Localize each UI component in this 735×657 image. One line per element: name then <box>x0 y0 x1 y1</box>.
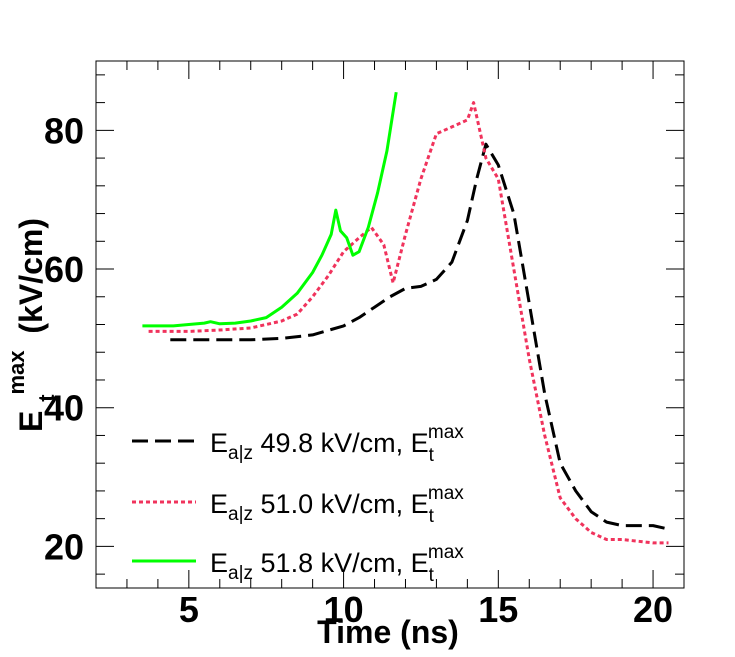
y-tick-labels: 20 40 60 80 <box>44 110 84 567</box>
y-tick-label: 20 <box>44 526 84 567</box>
series-layer <box>142 91 669 545</box>
x-tick-label: 20 <box>633 589 673 630</box>
series-line-0 <box>170 142 669 531</box>
legend-label-2: Ea|z 51.8 kV/cm, Etmax <box>210 542 464 586</box>
legend: Ea|z 49.8 kV/cm, Etmax Ea|z 51.0 kV/cm, … <box>132 422 464 586</box>
legend-entry: Ea|z 51.8 kV/cm, Etmax <box>132 542 464 586</box>
legend-label-0: Ea|z 49.8 kV/cm, Etmax <box>210 422 464 466</box>
series-line-2 <box>142 91 398 328</box>
y-axis-title-main: E <box>13 411 49 432</box>
legend-label-1: Ea|z 51.0 kV/cm, Etmax <box>210 483 464 527</box>
legend-entry: Ea|z 51.0 kV/cm, Etmax <box>132 483 464 527</box>
y-tick-label: 80 <box>44 110 84 151</box>
x-axis-title: Time (ns) <box>317 614 459 650</box>
y-axis-title-units: (kV/cm) <box>13 218 49 334</box>
y-axis-title: E t max (kV/cm) <box>0 218 61 432</box>
axis-ticks <box>95 61 685 588</box>
series-line-1 <box>148 101 669 545</box>
x-tick-label: 15 <box>478 589 518 630</box>
legend-entry: Ea|z 49.8 kV/cm, Etmax <box>132 422 464 466</box>
x-tick-label: 10 <box>324 589 364 630</box>
x-tick-label: 5 <box>179 589 199 630</box>
y-tick-label: 60 <box>44 249 84 290</box>
y-axis-title-sub: t <box>34 394 59 402</box>
y-axis-title-sup: max <box>4 350 29 395</box>
y-tick-label: 40 <box>44 388 84 429</box>
x-tick-labels: 5 10 15 20 <box>179 589 673 630</box>
